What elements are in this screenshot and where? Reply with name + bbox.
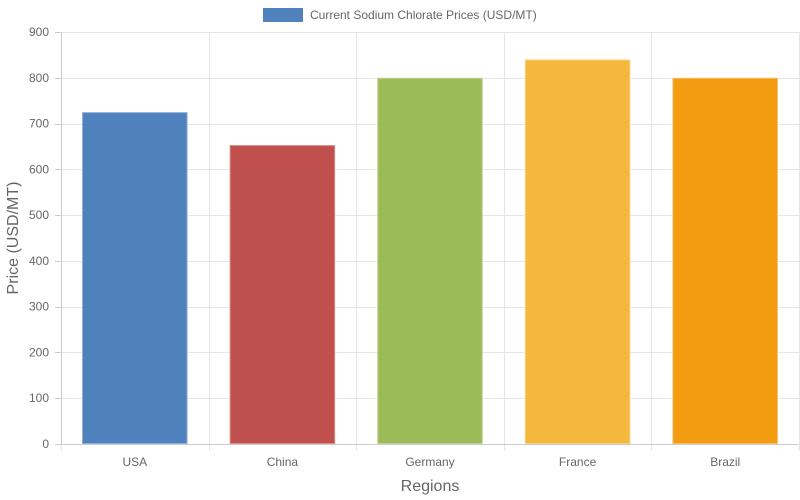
y-axis-title: Price (USD/MT) bbox=[5, 182, 22, 295]
bar-usa[interactable] bbox=[81, 111, 189, 445]
x-tick-label: USA bbox=[122, 455, 147, 469]
legend-label: Current Sodium Chlorate Prices (USD/MT) bbox=[310, 8, 537, 22]
x-axis-ticks: USA China Germany France Brazil bbox=[122, 455, 740, 469]
bar-france[interactable] bbox=[523, 58, 632, 445]
y-tick-label: 500 bbox=[29, 208, 49, 222]
bars bbox=[81, 58, 779, 446]
y-tick-label: 600 bbox=[29, 162, 49, 176]
y-tick-label: 300 bbox=[29, 300, 49, 314]
y-axis-ticks: 0 100 200 300 400 500 600 700 800 900 bbox=[29, 25, 61, 451]
bar-germany[interactable] bbox=[376, 76, 484, 446]
legend: Current Sodium Chlorate Prices (USD/MT) bbox=[263, 8, 537, 22]
axes bbox=[55, 32, 799, 445]
x-tick-label: China bbox=[267, 455, 299, 469]
y-tick-label: 200 bbox=[29, 345, 49, 359]
bar-brazil[interactable] bbox=[671, 76, 779, 446]
x-tick-label: Brazil bbox=[710, 455, 740, 469]
x-axis-title: Regions bbox=[401, 478, 460, 495]
y-tick-label: 0 bbox=[42, 437, 49, 451]
y-tick-label: 800 bbox=[29, 71, 49, 85]
x-tick-label: Germany bbox=[405, 455, 454, 469]
legend-swatch bbox=[263, 8, 303, 22]
y-tick-label: 900 bbox=[29, 25, 49, 39]
y-tick-label: 100 bbox=[29, 391, 49, 405]
bar-china[interactable] bbox=[228, 144, 337, 445]
x-tick-label: France bbox=[559, 455, 597, 469]
y-tick-label: 400 bbox=[29, 254, 49, 268]
y-tick-label: 700 bbox=[29, 117, 49, 131]
